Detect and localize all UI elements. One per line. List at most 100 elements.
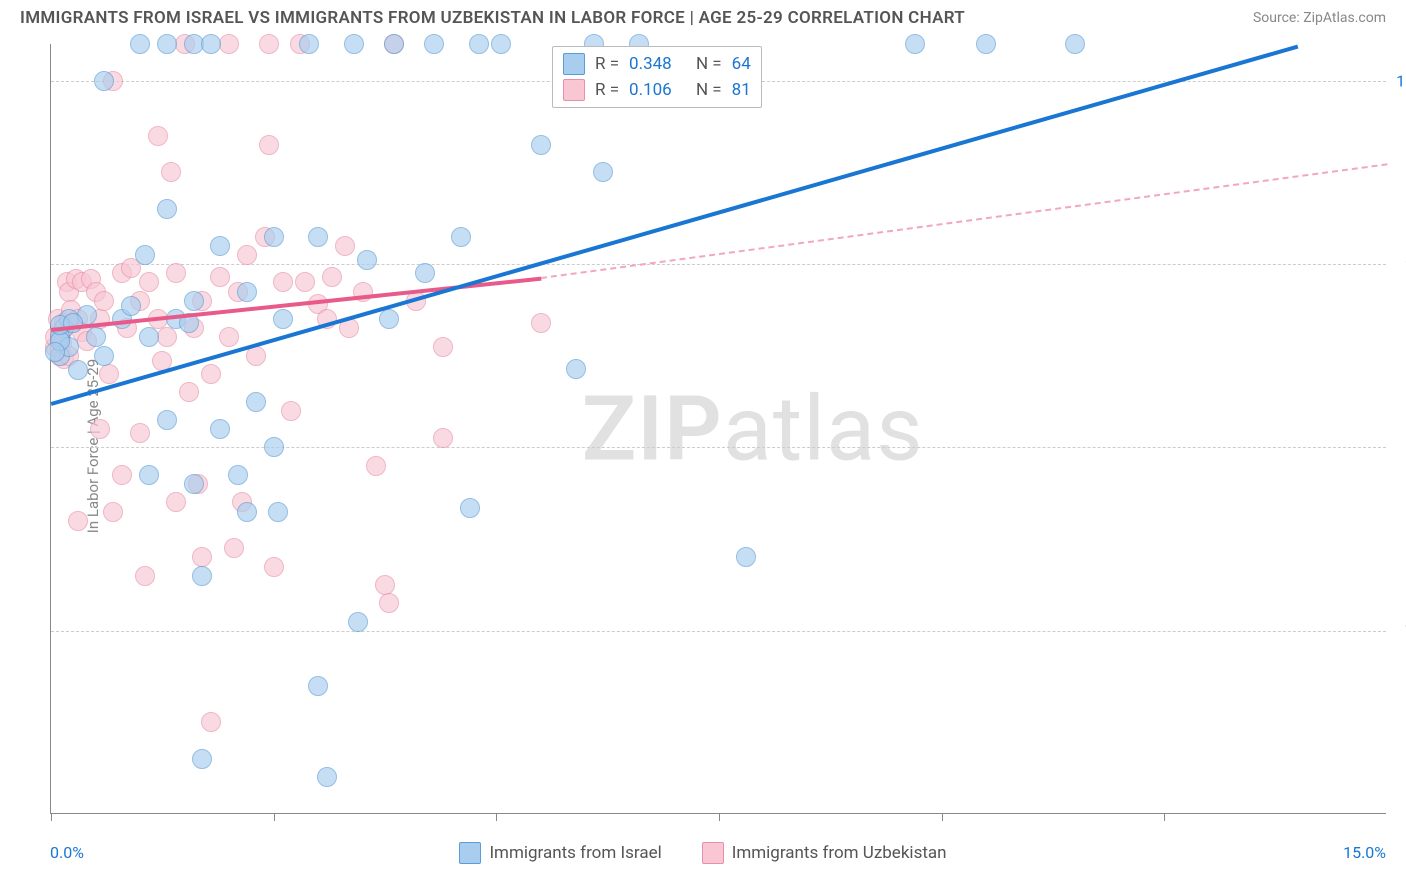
data-point [68, 360, 88, 380]
data-point [308, 227, 328, 247]
x-tick [719, 813, 720, 821]
data-point [210, 267, 230, 287]
data-point [121, 296, 141, 316]
data-point [976, 34, 996, 54]
trend-line [541, 163, 1387, 279]
data-point [201, 712, 221, 732]
data-point [531, 313, 551, 333]
data-point [273, 272, 293, 292]
data-point [184, 291, 204, 311]
data-point [184, 474, 204, 494]
swatch-uzbekistan [702, 842, 724, 864]
data-point [135, 245, 155, 265]
data-point [268, 502, 288, 522]
data-point [491, 34, 511, 54]
data-point [94, 71, 114, 91]
data-point [259, 135, 279, 155]
data-point [469, 34, 489, 54]
data-point [424, 34, 444, 54]
data-point [322, 267, 342, 287]
data-point [45, 342, 65, 362]
data-point [201, 34, 221, 54]
data-point [460, 498, 480, 518]
data-point [99, 364, 119, 384]
data-point [593, 162, 613, 182]
data-point [237, 502, 257, 522]
data-point [157, 199, 177, 219]
data-point [112, 465, 132, 485]
data-point [237, 245, 257, 265]
data-point [1065, 34, 1085, 54]
x-tick [942, 813, 943, 821]
data-point [384, 34, 404, 54]
data-point [210, 236, 230, 256]
data-point [451, 227, 471, 247]
data-point [566, 359, 586, 379]
data-point [201, 364, 221, 384]
data-point [375, 575, 395, 595]
data-point [335, 236, 355, 256]
legend-row-uzbekistan: R = 0.106 N = 81 [563, 77, 751, 103]
data-point [224, 538, 244, 558]
gridline [51, 631, 1386, 632]
data-point [264, 437, 284, 457]
data-point [259, 34, 279, 54]
data-point [166, 492, 186, 512]
x-tick [51, 813, 52, 821]
data-point [179, 382, 199, 402]
data-point [219, 34, 239, 54]
swatch-israel [563, 53, 585, 75]
data-point [281, 401, 301, 421]
data-point [157, 410, 177, 430]
swatch-uzbekistan [563, 79, 585, 101]
data-point [237, 282, 257, 302]
data-point [348, 612, 368, 632]
data-point [308, 676, 328, 696]
data-point [103, 502, 123, 522]
chart-title: IMMIGRANTS FROM ISRAEL VS IMMIGRANTS FRO… [20, 8, 965, 28]
data-point [90, 419, 110, 439]
data-point [379, 593, 399, 613]
data-point [148, 126, 168, 146]
data-point [531, 135, 551, 155]
legend-item-israel: Immigrants from Israel [459, 842, 661, 864]
data-point [736, 547, 756, 567]
data-point [366, 456, 386, 476]
data-point [157, 34, 177, 54]
data-point [219, 327, 239, 347]
x-tick [496, 813, 497, 821]
data-point [228, 465, 248, 485]
data-point [130, 34, 150, 54]
source-attribution: Source: ZipAtlas.com [1253, 10, 1386, 26]
legend-row-israel: R = 0.348 N = 64 [563, 51, 751, 77]
scatter-plot-area: ZIPatlas 70.0%80.0%90.0%100.0% [50, 44, 1386, 814]
data-point [415, 263, 435, 283]
data-point [433, 337, 453, 357]
data-point [139, 465, 159, 485]
legend-label: Immigrants from Uzbekistan [732, 843, 947, 863]
data-point [86, 327, 106, 347]
x-tick [1164, 813, 1165, 821]
data-point [68, 511, 88, 531]
data-point [94, 291, 114, 311]
data-point [295, 272, 315, 292]
data-point [135, 566, 155, 586]
watermark: ZIPatlas [582, 376, 924, 481]
data-point [299, 34, 319, 54]
legend-label: Immigrants from Israel [489, 843, 661, 863]
data-point [905, 34, 925, 54]
legend-item-uzbekistan: Immigrants from Uzbekistan [702, 842, 947, 864]
data-point [273, 309, 293, 329]
data-point [161, 162, 181, 182]
data-point [433, 428, 453, 448]
data-point [210, 419, 230, 439]
data-point [246, 392, 266, 412]
data-point [139, 327, 159, 347]
y-tick-label: 100.0% [1396, 71, 1406, 90]
data-point [192, 749, 212, 769]
data-point [264, 557, 284, 577]
data-point [192, 566, 212, 586]
data-point [94, 346, 114, 366]
data-point [130, 423, 150, 443]
x-tick [274, 813, 275, 821]
